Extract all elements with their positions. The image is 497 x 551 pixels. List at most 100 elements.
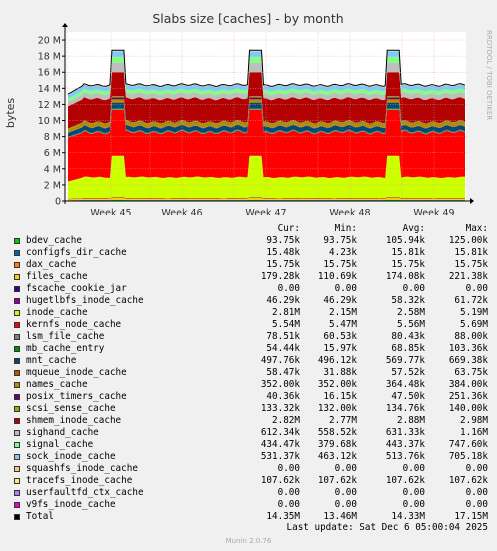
legend-swatch xyxy=(14,514,20,520)
y-axis-label: bytes xyxy=(4,98,17,129)
legend-min: 0.00 xyxy=(334,283,357,294)
legend-name: sighand_cache xyxy=(26,427,99,438)
legend-row-inode_cache: inode_cache 2.81M 2.15M 2.58M 5.19M xyxy=(12,307,490,319)
legend-avg: 5.56M xyxy=(397,319,425,330)
legend-name: tracefs_inode_cache xyxy=(26,475,133,486)
legend-swatch xyxy=(14,442,20,448)
legend-max: 0.00 xyxy=(465,487,488,498)
legend-min: 5.47M xyxy=(329,319,357,330)
legend-max: 2.98M xyxy=(460,415,488,426)
legend-max: 747.60k xyxy=(448,439,488,450)
legend-cur: 0.00 xyxy=(277,283,300,294)
legend-name: hugetlbfs_inode_cache xyxy=(26,295,144,306)
legend-cur: 46.29k xyxy=(266,295,300,306)
legend-name: scsi_sense_cache xyxy=(26,403,116,414)
area-kernfs_node_cache xyxy=(68,109,465,182)
legend-row-tracefs_inode_cache: tracefs_inode_cache 107.62k 107.62k 107.62k… xyxy=(12,475,490,487)
legend-max: 107.62k xyxy=(448,475,488,486)
legend-cur: 107.62k xyxy=(260,475,300,486)
legend-cur: 612.34k xyxy=(260,427,300,438)
legend-row-shmem_inode_cache: shmem_inode_cache 2.82M 2.77M 2.88M 2.98M xyxy=(12,415,490,427)
legend-cur: 2.81M xyxy=(272,307,300,318)
legend-max: 384.00k xyxy=(448,379,488,390)
legend-min: 352.00k xyxy=(317,379,357,390)
legend-cur: 15.48k xyxy=(266,247,300,258)
legend-name: inode_cache xyxy=(26,307,88,318)
legend-swatch xyxy=(14,466,20,472)
y-tick-label: 18 M xyxy=(38,52,61,63)
area-lsm_file_cache xyxy=(68,109,465,138)
legend-max: 15.81k xyxy=(454,247,488,258)
legend-cur: 2.82M xyxy=(272,415,300,426)
legend-min: 2.15M xyxy=(329,307,357,318)
area-sighand_cache xyxy=(68,62,465,107)
area-scsi_sense_cache xyxy=(68,96,465,130)
legend-name: configfs_dir_cache xyxy=(26,247,127,258)
legend-swatch xyxy=(14,310,20,316)
area-mb_cache_entry xyxy=(68,108,465,137)
legend-min: 496.12k xyxy=(317,355,357,366)
legend-avg: 80.43k xyxy=(391,331,425,342)
legend-cur: 54.44k xyxy=(266,343,300,354)
legend-min: 46.29k xyxy=(323,295,357,306)
legend-avg: 2.88M xyxy=(397,415,425,426)
legend-cur: 497.76k xyxy=(260,355,300,366)
y-tick-label: 10 M xyxy=(38,116,61,127)
y-tick-label: 2 M xyxy=(44,180,61,191)
legend: Cur: Min: Avg: Max: bdev_cache 93.75k 93.7… xyxy=(12,223,490,523)
header-cur: Cur: xyxy=(277,223,300,234)
legend-swatch xyxy=(14,382,20,388)
x-tick-labels: Week 45 Week 46 Week 47 Week 48 Week 49 xyxy=(90,208,454,215)
legend-row-signal_cache: signal_cache 434.47k 379.68k 443.37k 747.60k xyxy=(12,439,490,451)
plot-layers xyxy=(67,49,466,201)
legend-row-dax_cache: dax_cache 15.75k 15.75k 15.75k 15.75k xyxy=(12,259,490,271)
legend-avg: 68.85k xyxy=(391,343,425,354)
legend-row-hugetlbfs_inode_cache: hugetlbfs_inode_cache 46.29k 46.29k 58.32k 6… xyxy=(12,295,490,307)
legend-cur: 40.36k xyxy=(266,391,300,402)
legend-avg: 15.75k xyxy=(391,259,425,270)
legend-row-sighand_cache: sighand_cache 612.34k 558.52k 631.33k 1.16M xyxy=(12,427,490,439)
legend-cur: 179.28k xyxy=(260,271,300,282)
legend-name: mb_cache_entry xyxy=(26,343,105,354)
legend-swatch xyxy=(14,370,20,376)
legend-cur: 0.00 xyxy=(277,463,300,474)
legend-avg: 364.48k xyxy=(385,379,425,390)
y-tick-label: 4 M xyxy=(44,164,61,175)
legend-row-configfs_dir_cache: configfs_dir_cache 15.48k 4.23k 15.81k 15.81… xyxy=(12,247,490,259)
area-sock_inode_cache xyxy=(68,51,465,99)
legend-cur: 58.47k xyxy=(266,367,300,378)
legend-cur: 93.75k xyxy=(266,235,300,246)
legend-swatch xyxy=(14,262,20,268)
legend-header: Cur: Min: Avg: Max: xyxy=(12,223,490,235)
header-avg: Avg: xyxy=(402,223,425,234)
legend-avg: 0.00 xyxy=(402,487,425,498)
legend-swatch xyxy=(14,478,20,484)
legend-row-mqueue_inode_cache: mqueue_inode_cache 58.47k 31.88k 57.52k 63.7… xyxy=(12,367,490,379)
total-line xyxy=(67,49,466,95)
legend-max: 5.19M xyxy=(460,307,488,318)
legend-name: fscache_cookie_jar xyxy=(26,283,127,294)
y-tick-label: 0 xyxy=(55,197,61,208)
legend-max: 5.69M xyxy=(460,319,488,330)
legend-avg: 569.77k xyxy=(385,355,425,366)
legend-min: 16.15k xyxy=(323,391,357,402)
legend-name: shmem_inode_cache xyxy=(26,415,122,426)
legend-swatch xyxy=(14,334,20,340)
y-tick-label: 8 M xyxy=(44,132,61,143)
legend-min: 132.00k xyxy=(317,403,357,414)
area-hugetlbfs_inode_cache xyxy=(68,197,465,200)
legend-name: v9fs_inode_cache xyxy=(26,499,116,510)
x-tick-label: Week 46 xyxy=(161,208,202,215)
legend-cur: 5.54M xyxy=(272,319,300,330)
legend-row-sock_inode_cache: sock_inode_cache 531.37k 463.12k 513.76k 705… xyxy=(12,451,490,463)
legend-avg: 105.94k xyxy=(385,235,425,246)
legend-max: 140.00k xyxy=(448,403,488,414)
legend-swatch xyxy=(14,502,20,508)
legend-min: 463.12k xyxy=(317,451,357,462)
header-min: Min: xyxy=(334,223,357,234)
y-tick-label: 20 M xyxy=(38,36,61,47)
legend-swatch xyxy=(14,358,20,364)
legend-min: 0.00 xyxy=(334,487,357,498)
legend-min: 15.75k xyxy=(323,259,357,270)
legend-min: 60.53k xyxy=(323,331,357,342)
